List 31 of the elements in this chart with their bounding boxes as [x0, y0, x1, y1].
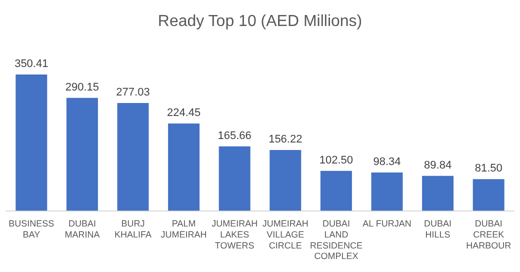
- bar: [117, 103, 149, 211]
- x-tick-label: DUBAI CREEK HARBOUR: [466, 218, 512, 250]
- x-tick-label: BURJ KHALIFA: [114, 218, 152, 240]
- x-tick-label: AL FURJAN: [362, 218, 412, 229]
- x-tick-label: DUBAI HILLS: [424, 218, 452, 240]
- bar: [422, 176, 454, 211]
- bar: [270, 150, 302, 211]
- bar: [472, 179, 504, 211]
- data-label: 98.34: [373, 156, 401, 168]
- bar: [218, 146, 250, 211]
- data-label: 102.50: [319, 154, 354, 166]
- bar: [66, 98, 98, 211]
- bar: [168, 123, 200, 211]
- x-tick-label: DUBAI MARINA: [64, 218, 100, 240]
- data-label: 224.45: [166, 107, 201, 120]
- bar: [320, 170, 352, 211]
- data-label: 277.03: [116, 86, 150, 99]
- bar: [16, 74, 48, 211]
- x-tick-label: JUMEIRAH VILLAGE CIRCLE: [262, 218, 308, 250]
- data-label: 89.84: [424, 159, 452, 172]
- data-label: 165.66: [218, 130, 252, 142]
- x-tick-label: JUMEIRAH LAKES TOWERS: [212, 218, 258, 250]
- x-tick-label: BUSINESS BAY: [8, 218, 54, 240]
- bar: [371, 172, 403, 211]
- data-label: 350.41: [14, 58, 48, 70]
- data-label: 156.22: [268, 134, 302, 146]
- data-label: 81.50: [474, 162, 502, 175]
- data-label: 290.15: [65, 81, 100, 94]
- chart-title: Ready Top 10 (AED Millions): [158, 13, 362, 30]
- x-tick-label: DUBAI LAND RESIDENCE COMPLEX: [310, 218, 362, 262]
- x-tick-label: PALM JUMEIRAH: [160, 218, 207, 240]
